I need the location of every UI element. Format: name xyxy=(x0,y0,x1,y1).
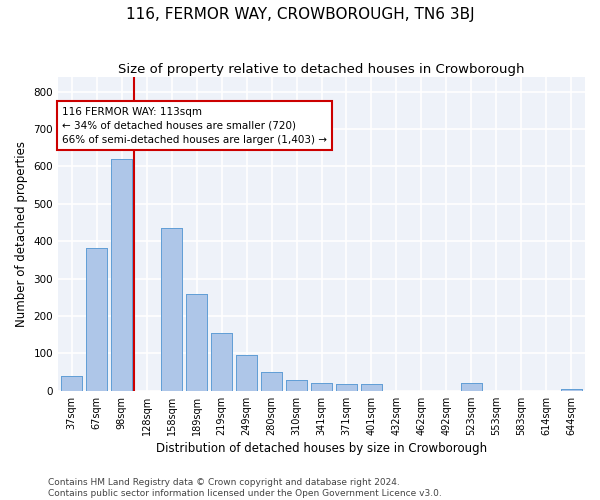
Bar xyxy=(261,372,282,391)
Bar xyxy=(336,384,357,391)
Bar xyxy=(461,384,482,391)
Bar xyxy=(461,384,482,391)
Bar xyxy=(211,333,232,391)
Bar xyxy=(211,333,232,391)
Bar xyxy=(311,382,332,391)
Bar xyxy=(560,389,582,391)
Bar xyxy=(86,248,107,391)
Text: 116, FERMOR WAY, CROWBOROUGH, TN6 3BJ: 116, FERMOR WAY, CROWBOROUGH, TN6 3BJ xyxy=(125,8,475,22)
Bar xyxy=(311,382,332,391)
Bar xyxy=(286,380,307,391)
Bar xyxy=(86,248,107,391)
Bar xyxy=(286,380,307,391)
Bar xyxy=(236,354,257,391)
Bar xyxy=(61,376,82,391)
Text: Contains HM Land Registry data © Crown copyright and database right 2024.
Contai: Contains HM Land Registry data © Crown c… xyxy=(48,478,442,498)
Y-axis label: Number of detached properties: Number of detached properties xyxy=(15,140,28,326)
Bar xyxy=(261,372,282,391)
Bar xyxy=(186,294,207,391)
Bar xyxy=(361,384,382,391)
Title: Size of property relative to detached houses in Crowborough: Size of property relative to detached ho… xyxy=(118,62,525,76)
Bar xyxy=(560,389,582,391)
X-axis label: Distribution of detached houses by size in Crowborough: Distribution of detached houses by size … xyxy=(156,442,487,455)
Bar xyxy=(336,384,357,391)
Bar xyxy=(111,159,133,391)
Bar xyxy=(61,376,82,391)
Bar xyxy=(236,354,257,391)
Bar xyxy=(111,159,133,391)
Text: 116 FERMOR WAY: 113sqm
← 34% of detached houses are smaller (720)
66% of semi-de: 116 FERMOR WAY: 113sqm ← 34% of detached… xyxy=(62,106,327,144)
Bar xyxy=(186,294,207,391)
Bar xyxy=(361,384,382,391)
Bar xyxy=(161,228,182,391)
Bar xyxy=(161,228,182,391)
